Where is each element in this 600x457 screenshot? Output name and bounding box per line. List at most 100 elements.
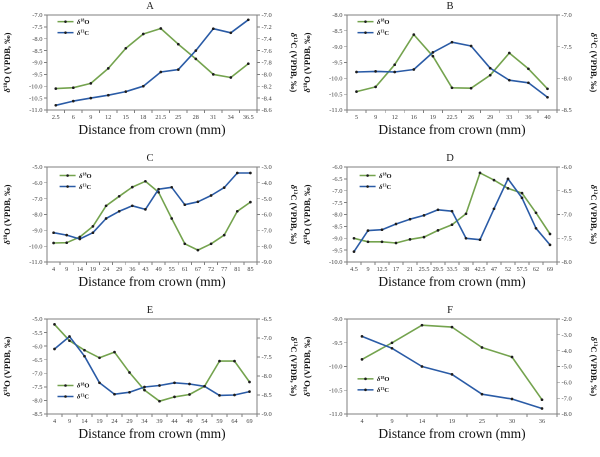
data-point <box>83 348 86 352</box>
y-axis-right: -6.0 -6.5 -7.0 -7.5 -8.0 <box>557 164 572 266</box>
x-axis-title: Distance from crown (mm) <box>378 426 525 441</box>
left-tick-label: -5.5 <box>32 330 42 337</box>
x-tick-label: 9 <box>366 266 369 273</box>
data-point <box>89 96 93 100</box>
data-point <box>408 238 412 241</box>
x-tick-label: 67 <box>195 266 201 273</box>
x-axis: 4 9 14 19 24 29 34 39 44 49 54 59 64 69 <box>46 414 258 425</box>
x-tick-label: 29 <box>126 418 132 425</box>
y-axis-title-right: δ13C (VPDB, ‰) <box>589 337 599 397</box>
data-point <box>464 212 468 216</box>
x-tick-label: 12.5 <box>377 266 388 273</box>
left-tick-label: -5.0 <box>32 316 42 323</box>
data-point <box>170 217 174 220</box>
data-point <box>91 231 95 235</box>
data-point <box>170 185 174 189</box>
x-tick-label: 19 <box>430 114 436 121</box>
x-tick-label: 39 <box>156 418 162 425</box>
x-tick-label: 85 <box>247 266 253 273</box>
data-point <box>183 242 187 246</box>
x-axis-title: Distance from crown (mm) <box>78 122 225 137</box>
x-tick-label: 33 <box>506 114 512 121</box>
right-tick-label: -3.0 <box>262 164 272 171</box>
data-point <box>492 178 496 182</box>
right-tick-label: -7.4 <box>262 36 273 43</box>
data-point <box>143 388 146 392</box>
data-point <box>380 228 384 232</box>
data-point <box>393 70 397 74</box>
data-point <box>113 392 116 396</box>
data-point <box>159 70 163 74</box>
legend-label: δ13C <box>377 386 389 394</box>
data-point <box>209 194 213 197</box>
right-tick-label: -7.0 <box>562 12 572 19</box>
right-tick-label: -6.5 <box>562 188 572 195</box>
left-tick-label: -9.0 <box>32 228 42 235</box>
data-point <box>183 203 187 207</box>
legend-label: δ13C <box>77 393 89 401</box>
data-point <box>91 225 95 228</box>
right-tick-label: -6.0 <box>262 212 272 219</box>
x-tick-label: 69 <box>246 418 252 425</box>
data-point <box>548 232 552 236</box>
data-point <box>54 103 58 107</box>
right-tick-label: -8.0 <box>262 243 272 250</box>
x-tick-label: 18 <box>140 114 146 121</box>
data-point <box>83 354 86 358</box>
y-axis-title-left: δ18O (VPDB, ‰) <box>302 184 312 244</box>
data-point <box>374 85 377 89</box>
left-tick-label: -8.5 <box>332 28 342 35</box>
x-tick-label: 16 <box>411 114 417 121</box>
chart-canvas-F: -9.0-9.5-10.0-10.5-11.0-2.0-3.0-4.0-5.0-… <box>302 316 599 441</box>
data-point <box>53 347 56 351</box>
data-point <box>248 390 251 393</box>
left-tick-label: -11.0 <box>29 259 42 266</box>
left-tick-label: -9.5 <box>332 340 342 347</box>
chart-title-c: C <box>146 153 154 164</box>
x-tick-label: 9 <box>374 114 377 121</box>
data-point <box>431 54 435 58</box>
data-point <box>540 407 544 410</box>
data-point <box>229 76 233 79</box>
left-tick-label: -10.0 <box>29 243 43 250</box>
y-axis-title-right: δ13C (VPDB, ‰) <box>289 185 299 245</box>
left-tick-label: -7.0 <box>332 188 342 195</box>
data-point <box>366 240 370 244</box>
x-tick-label: 47 <box>491 266 497 273</box>
data-point <box>478 171 482 175</box>
data-point <box>488 73 492 77</box>
data-point <box>355 70 358 74</box>
data-point <box>469 44 473 48</box>
x-tick-label: 14 <box>77 266 83 273</box>
right-tick-label: -5.0 <box>262 196 272 203</box>
x-tick-label: 36.5 <box>243 114 254 121</box>
data-point <box>246 18 250 22</box>
data-point <box>218 394 221 397</box>
right-tick-label: -6.0 <box>562 164 572 171</box>
data-point <box>196 248 200 252</box>
x-tick-label: 9 <box>68 418 71 425</box>
left-tick-label: -9.0 <box>32 60 42 67</box>
x-tick-label: 49 <box>186 418 192 425</box>
series-d13c <box>352 177 552 253</box>
data-point <box>53 323 56 326</box>
data-point <box>510 397 514 401</box>
x-axis-title: Distance from crown (mm) <box>78 426 225 441</box>
right-tick-label: -9.0 <box>262 259 272 266</box>
x-tick-label: 36 <box>539 418 545 425</box>
data-point <box>360 358 364 361</box>
legend-label: δ13C <box>79 183 91 191</box>
series-d18o <box>360 323 544 402</box>
series-d18o <box>53 323 251 403</box>
y-axis-title-right: δ13C (VPDB, ‰) <box>589 33 599 93</box>
x-tick-label: 61 <box>182 266 188 273</box>
data-point <box>520 196 524 200</box>
data-point <box>233 393 236 397</box>
data-point <box>360 335 364 338</box>
data-point <box>144 179 147 183</box>
data-point <box>507 78 511 82</box>
data-point <box>78 237 82 241</box>
data-point <box>98 356 101 360</box>
data-point <box>393 63 397 67</box>
